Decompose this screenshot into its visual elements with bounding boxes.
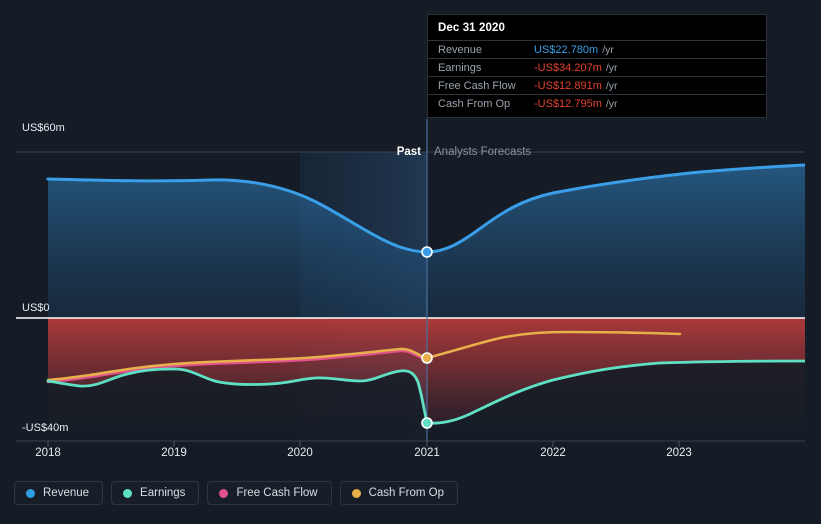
tooltip-unit-revenue: /yr xyxy=(602,43,614,56)
tooltip-unit-cash-from-op: /yr xyxy=(605,97,618,110)
x-axis-tick-2021: 2021 xyxy=(414,447,440,459)
tooltip-date: Dec 31 2020 xyxy=(438,22,505,34)
tooltip-row-cash-from-op: Cash From Op -US$12.795m /yr xyxy=(428,94,766,112)
cash-from-op-line xyxy=(46,330,682,382)
y-axis-label-minus-40m: -US$40m xyxy=(22,422,69,434)
free-cash-flow-line xyxy=(46,349,429,384)
legend-item-cash-from-op[interactable]: Cash From Op xyxy=(339,481,459,505)
tooltip-value-cash-from-op: -US$12.795m xyxy=(534,97,602,110)
tooltip-label-free-cash-flow: Free Cash Flow xyxy=(438,79,516,92)
tooltip-label-revenue: Revenue xyxy=(438,43,483,56)
legend-label-cash-from-op: Cash From Op xyxy=(368,487,445,499)
x-axis-tick-2019: 2019 xyxy=(161,447,187,459)
y-axis-label-zero: US$0 xyxy=(22,302,50,314)
earnings-area xyxy=(48,361,805,441)
legend-label-free-cash-flow: Free Cash Flow xyxy=(236,487,318,499)
legend-dot-cash-from-op-icon xyxy=(351,488,361,498)
revenue-marker[interactable] xyxy=(421,246,433,258)
y-axis-label-60m: US$60m xyxy=(22,122,65,134)
tooltip-label-earnings: Earnings xyxy=(438,61,482,74)
tooltip-value-earnings: -US$34.207m xyxy=(534,61,602,74)
forecast-period-label: Analysts Forecasts xyxy=(434,146,532,158)
legend-label-earnings: Earnings xyxy=(140,487,186,499)
legend-label-revenue: Revenue xyxy=(43,487,90,499)
tooltip-unit-free-cash-flow: /yr xyxy=(605,79,618,92)
legend-item-free-cash-flow[interactable]: Free Cash Flow xyxy=(207,481,332,505)
revenue-area xyxy=(48,165,805,318)
tooltip-label-cash-from-op: Cash From Op xyxy=(438,97,511,110)
tooltip-unit-earnings: /yr xyxy=(605,61,618,74)
tooltip-row-free-cash-flow: Free Cash Flow -US$12.891m /yr xyxy=(428,76,766,94)
legend-dot-earnings-icon xyxy=(123,488,133,498)
x-axis-ticks xyxy=(47,441,680,447)
tooltip-row-earnings: Earnings -US$34.207m /yr xyxy=(428,58,766,76)
legend-item-revenue[interactable]: Revenue xyxy=(14,481,104,505)
earnings-marker[interactable] xyxy=(421,417,433,429)
tooltip-value-revenue: US$22.780m xyxy=(534,43,599,56)
x-axis-tick-2020: 2020 xyxy=(287,447,313,459)
legend-item-earnings[interactable]: Earnings xyxy=(111,481,200,505)
tooltip-value-free-cash-flow: -US$12.891m xyxy=(534,79,602,92)
cash-from-op-marker[interactable] xyxy=(421,352,433,364)
tooltip-row-revenue: Revenue US$22.780m /yr xyxy=(428,40,766,58)
legend-dot-revenue-icon xyxy=(26,488,35,498)
x-axis-tick-2018: 2018 xyxy=(35,447,61,459)
legend-dot-free-cash-flow-icon xyxy=(219,488,229,498)
earnings-line xyxy=(46,359,805,425)
past-period-label: Past xyxy=(396,146,421,158)
x-axis-tick-2023: 2023 xyxy=(666,447,692,459)
x-axis-tick-2022: 2022 xyxy=(540,447,566,459)
chart-legend: Revenue Earnings Free Cash Flow Cash Fro… xyxy=(14,481,459,505)
data-tooltip: Dec 31 2020 Revenue US$22.780m /yr Earni… xyxy=(427,14,767,118)
